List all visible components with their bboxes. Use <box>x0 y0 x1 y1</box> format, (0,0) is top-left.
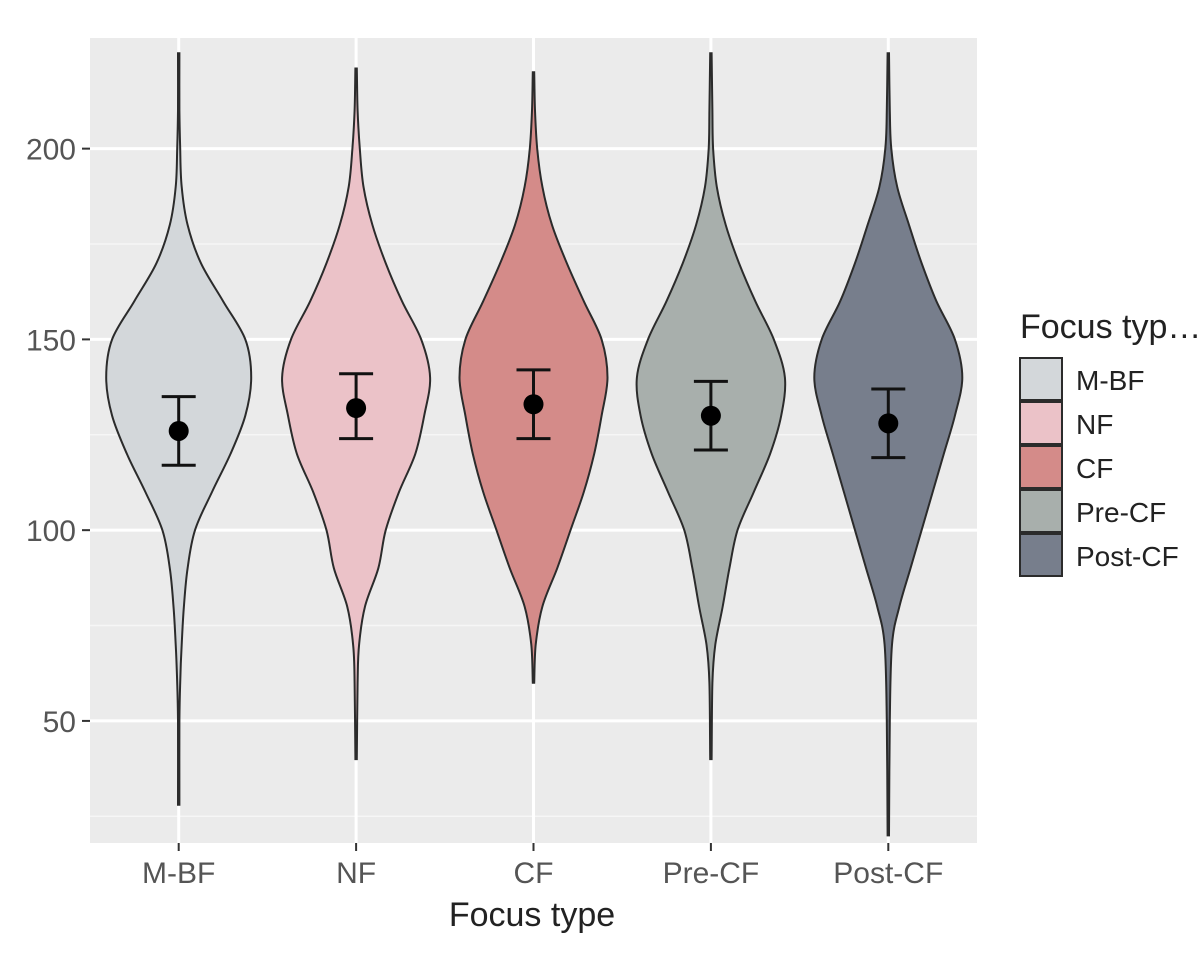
legend-item-pre-cf: Pre-CF <box>1019 489 1166 533</box>
y-tick-label: 50 <box>43 706 76 739</box>
mean-point-cf <box>523 394 544 415</box>
x-tick-label: Pre-CF <box>663 857 760 890</box>
x-tick-label: M-BF <box>142 857 215 890</box>
x-tick-label: CF <box>514 857 554 890</box>
legend-item-post-cf: Post-CF <box>1019 533 1179 577</box>
x-tick-label: NF <box>336 857 376 890</box>
legend-label: Pre-CF <box>1076 497 1166 528</box>
legend-label: Post-CF <box>1076 541 1179 572</box>
y-tick-label: 100 <box>26 515 76 548</box>
legend-item-cf: CF <box>1019 445 1113 489</box>
y-tick-label: 200 <box>26 134 76 167</box>
x-axis: M-BF NF CF Pre-CF Post-CF <box>142 843 943 890</box>
legend-label: NF <box>1076 409 1113 440</box>
mean-point-m-bf <box>168 420 189 441</box>
x-tick-label: Post-CF <box>833 857 943 890</box>
legend: Focus typ… M-BF NF CF Pre-CF Post-CF <box>1019 308 1200 577</box>
legend-label: CF <box>1076 453 1113 484</box>
mean-point-pre-cf <box>700 405 721 426</box>
legend-item-nf: NF <box>1019 401 1113 445</box>
mean-point-nf <box>346 398 367 419</box>
error-bars <box>161 368 906 467</box>
legend-title: Focus typ… <box>1020 308 1200 346</box>
mean-point-post-cf <box>878 413 899 434</box>
legend-item-m-bf: M-BF <box>1019 357 1144 401</box>
y-axis: 50 100 150 200 <box>26 134 90 739</box>
x-axis-label: Focus type <box>449 896 615 934</box>
y-tick-label: 150 <box>26 324 76 357</box>
legend-label: M-BF <box>1076 365 1144 396</box>
